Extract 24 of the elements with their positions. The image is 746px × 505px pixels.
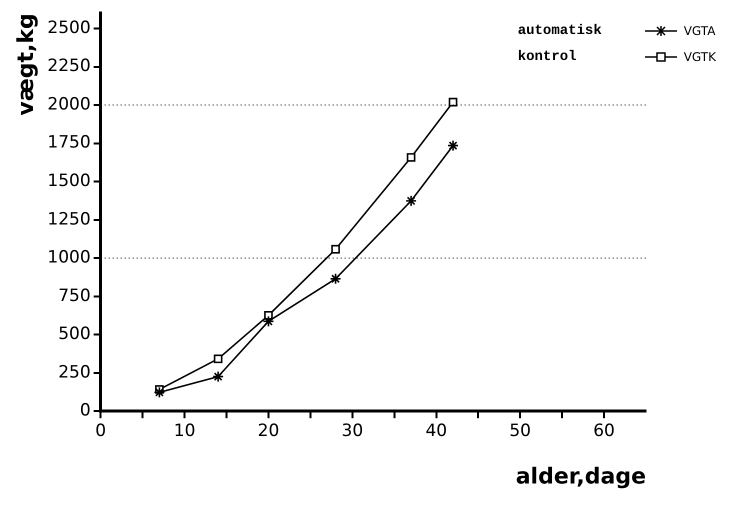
y-tick-label: 750: [58, 286, 91, 306]
y-tick-label: 250: [58, 362, 91, 382]
y-tick-label: 1250: [47, 209, 91, 230]
x-tick-label: 20: [258, 420, 280, 441]
x-tick-label: 60: [593, 420, 615, 441]
x-tick-label: 0: [95, 420, 106, 441]
y-tick-label: 2250: [47, 56, 91, 76]
y-tick-label: 1750: [47, 132, 91, 153]
legend-label: VGTK: [684, 50, 716, 64]
legend-label: VGTA: [684, 24, 716, 38]
annotation: automatisk: [518, 23, 603, 39]
y-axis-title: vægt,kg: [14, 13, 39, 116]
x-tick-label: 30: [342, 420, 364, 441]
y-tick-label: 1000: [47, 248, 91, 268]
x-tick-label: 40: [425, 420, 448, 441]
x-tick-label: 50: [509, 420, 531, 441]
y-tick-label: 0: [80, 400, 91, 421]
y-tick-label: 2500: [47, 18, 91, 38]
y-tick-label: 1500: [47, 171, 91, 192]
annotation: kontrol: [518, 49, 578, 65]
x-axis-title: alder,dage: [516, 464, 646, 490]
x-tick-label: 10: [174, 420, 196, 441]
y-tick-label: 2000: [47, 94, 91, 114]
y-tick-label: 500: [58, 324, 91, 344]
